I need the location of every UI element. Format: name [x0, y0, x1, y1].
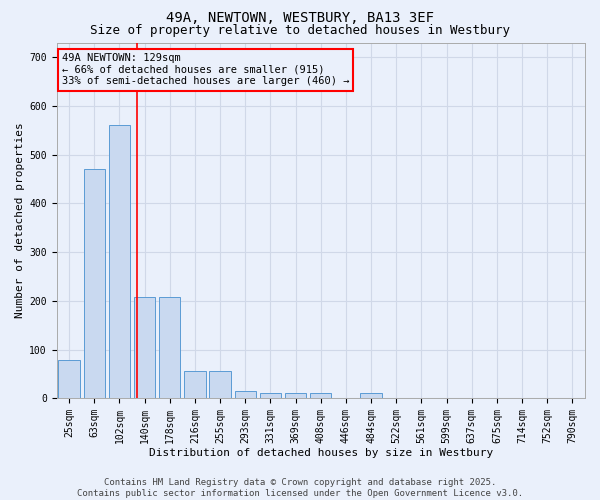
Bar — [58, 360, 80, 399]
Bar — [83, 169, 105, 398]
Bar — [109, 126, 130, 398]
Bar — [260, 394, 281, 398]
Bar — [209, 370, 231, 398]
X-axis label: Distribution of detached houses by size in Westbury: Distribution of detached houses by size … — [149, 448, 493, 458]
Text: Contains HM Land Registry data © Crown copyright and database right 2025.
Contai: Contains HM Land Registry data © Crown c… — [77, 478, 523, 498]
Bar — [285, 394, 306, 398]
Bar — [361, 394, 382, 398]
Bar — [134, 297, 155, 398]
Bar — [159, 297, 181, 398]
Y-axis label: Number of detached properties: Number of detached properties — [15, 122, 25, 318]
Text: 49A NEWTOWN: 129sqm
← 66% of detached houses are smaller (915)
33% of semi-detac: 49A NEWTOWN: 129sqm ← 66% of detached ho… — [62, 53, 349, 86]
Text: 49A, NEWTOWN, WESTBURY, BA13 3EF: 49A, NEWTOWN, WESTBURY, BA13 3EF — [166, 11, 434, 25]
Bar — [235, 391, 256, 398]
Text: Size of property relative to detached houses in Westbury: Size of property relative to detached ho… — [90, 24, 510, 37]
Bar — [310, 394, 331, 398]
Bar — [184, 370, 206, 398]
